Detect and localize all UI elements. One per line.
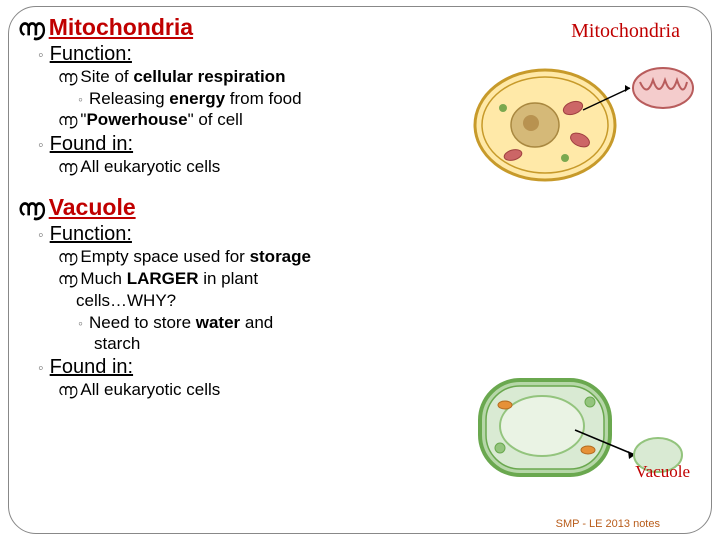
- vacuole-image: Vacuole: [470, 360, 690, 500]
- vac-func-1: ൬Empty space used for storage: [58, 246, 702, 268]
- mitochondria-image: Mitochondria: [465, 30, 700, 190]
- diamond-icon: ◦: [38, 137, 44, 154]
- script-bullet-icon: ൬: [58, 382, 77, 399]
- script-bullet-icon: ൬: [58, 69, 77, 86]
- diamond-icon: ◦: [78, 91, 83, 107]
- diamond-icon: ◦: [38, 47, 44, 64]
- vac-func-2: ൬Much LARGER in plant: [58, 268, 702, 290]
- vac-function-label: ◦ Function:: [38, 223, 702, 246]
- vac-heading: ൬Vacuole: [18, 194, 702, 221]
- mito-title: Mitochondria: [49, 14, 193, 40]
- footer-note: SMP - LE 2013 notes: [556, 518, 660, 530]
- mito-found-text: Found in:: [50, 133, 133, 155]
- script-bullet-icon: ൬: [18, 195, 45, 220]
- vac-title: Vacuole: [49, 194, 136, 220]
- diamond-icon: ◦: [38, 227, 44, 244]
- vac-func-3b: starch: [94, 333, 702, 354]
- mitochondria-svg-icon: [465, 30, 700, 190]
- vac-func-3: ◦Need to store water and: [78, 312, 702, 333]
- mito-func-text: Function:: [50, 43, 132, 65]
- script-bullet-icon: ൬: [58, 159, 77, 176]
- vac-found-text: Found in:: [50, 356, 133, 378]
- script-bullet-icon: ൬: [58, 249, 77, 266]
- script-bullet-icon: ൬: [58, 112, 77, 129]
- script-bullet-icon: ൬: [58, 271, 77, 288]
- vac-func-text: Function:: [50, 223, 132, 245]
- vac-image-label: Vacuole: [635, 462, 690, 482]
- script-bullet-icon: ൬: [18, 15, 45, 40]
- vac-func-2b: cells…WHY?: [76, 290, 702, 311]
- diamond-icon: ◦: [78, 315, 83, 331]
- mito-image-label: Mitochondria: [571, 20, 680, 43]
- diamond-icon: ◦: [38, 360, 44, 377]
